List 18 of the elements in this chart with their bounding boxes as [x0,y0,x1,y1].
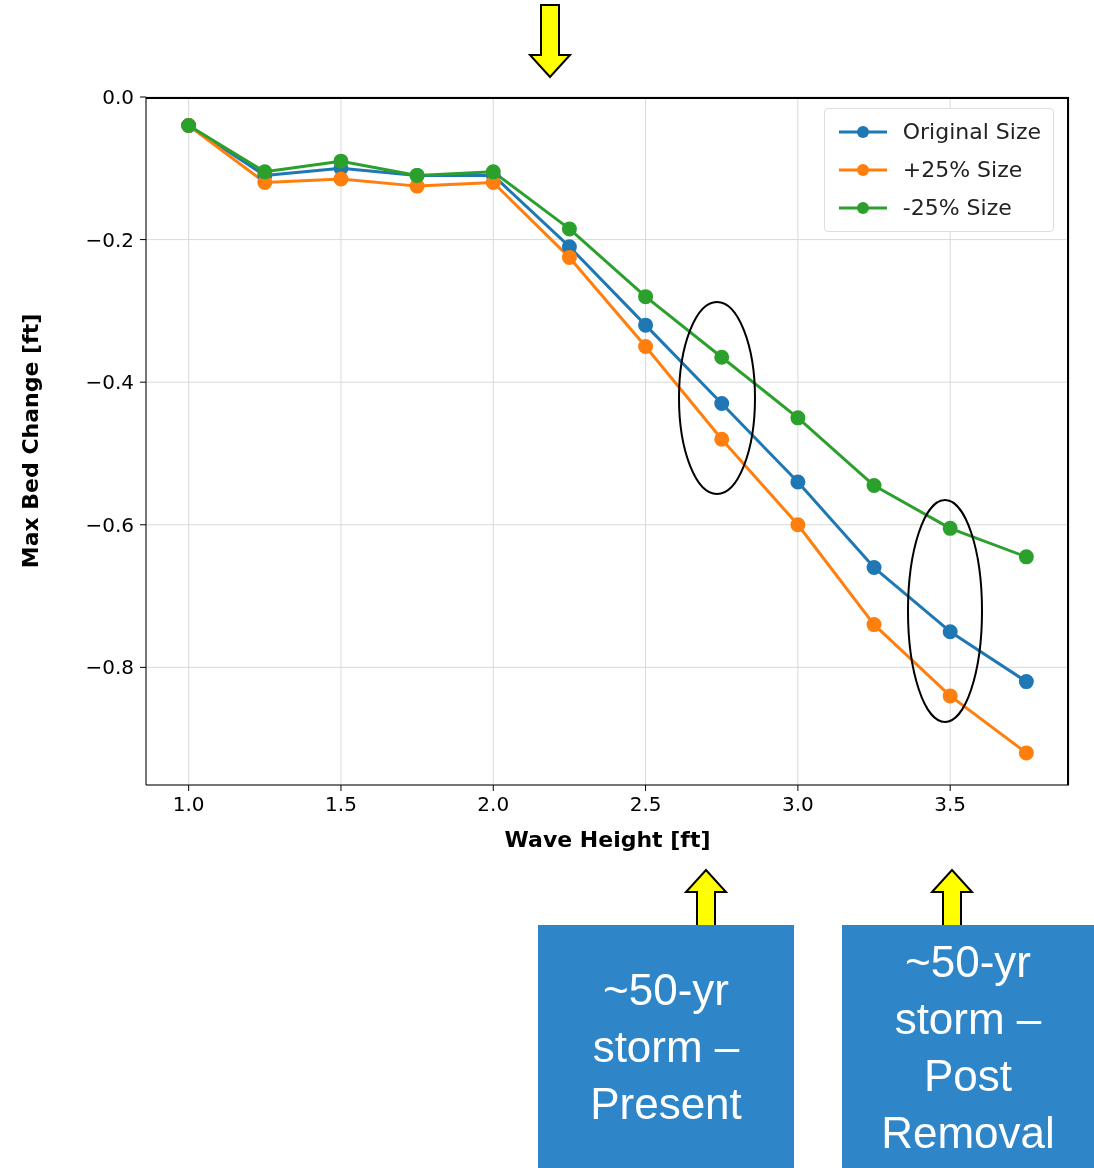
legend-label: +25% Size [902,156,1023,184]
y-tick-label: −0.4 [85,370,134,395]
y-tick-label: 0.0 [102,85,134,110]
text: ~50-yr storm – Post Removal [880,935,1056,1159]
y-axis-title: Max Bed Change [ft] [17,313,43,569]
text: ~50-yr storm – Present [589,964,743,1130]
x-axis-title: Wave Height [ft] [504,826,711,852]
legend-label: Original Size [902,118,1041,146]
y-tick-label: −0.2 [85,227,134,252]
x-tick-label: 2.5 [629,792,662,817]
x-tick-label: 3.5 [934,792,967,817]
legend-label: -25% Size [902,194,1012,222]
y-tick-label: −0.8 [85,655,134,680]
x-tick-label: 1.0 [172,792,205,817]
x-tick-label: 3.0 [781,792,814,817]
x-tick-label: 1.5 [325,792,357,817]
x-tick-label: 2.0 [477,792,510,817]
y-tick-label: −0.6 [85,512,134,537]
